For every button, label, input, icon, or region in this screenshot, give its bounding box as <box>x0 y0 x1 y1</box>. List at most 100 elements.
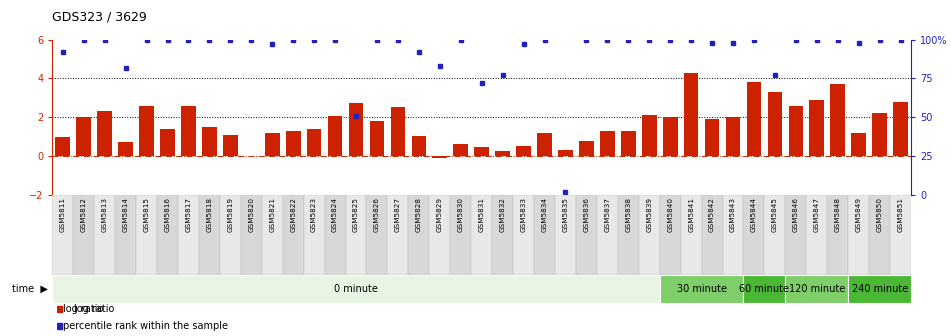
Text: 30 minute: 30 minute <box>676 284 727 294</box>
Bar <box>726 117 741 156</box>
Bar <box>282 195 303 275</box>
Bar <box>765 195 786 275</box>
Text: log ratio: log ratio <box>74 304 114 314</box>
Bar <box>600 131 614 156</box>
Bar <box>579 141 593 156</box>
Text: GSM5846: GSM5846 <box>793 197 799 232</box>
Bar <box>324 195 345 275</box>
Text: GSM5837: GSM5837 <box>604 197 611 232</box>
Bar <box>827 195 848 275</box>
Bar <box>848 195 869 275</box>
Text: 60 minute: 60 minute <box>740 284 789 294</box>
Bar <box>157 195 178 275</box>
Text: 120 minute: 120 minute <box>788 284 844 294</box>
Text: GSM5838: GSM5838 <box>626 197 631 232</box>
Bar <box>848 275 911 303</box>
Bar <box>806 195 827 275</box>
Text: GSM5814: GSM5814 <box>123 197 128 232</box>
Bar <box>723 195 744 275</box>
Bar <box>220 195 241 275</box>
Text: GSM5847: GSM5847 <box>814 197 820 232</box>
Text: GSM5835: GSM5835 <box>562 197 569 232</box>
Text: GSM5851: GSM5851 <box>898 197 903 232</box>
Text: GSM5825: GSM5825 <box>353 197 359 232</box>
Text: GSM5817: GSM5817 <box>185 197 191 232</box>
Bar <box>830 84 845 156</box>
Bar <box>618 195 639 275</box>
Bar <box>809 100 825 156</box>
Text: GSM5834: GSM5834 <box>541 197 548 232</box>
Text: percentile rank within the sample: percentile rank within the sample <box>63 321 228 331</box>
Text: GSM5812: GSM5812 <box>81 197 87 232</box>
Bar <box>555 195 576 275</box>
Text: GSM5845: GSM5845 <box>772 197 778 232</box>
Bar <box>621 131 635 156</box>
Text: GSM5830: GSM5830 <box>457 197 464 232</box>
Bar <box>391 108 405 156</box>
Bar <box>454 144 468 156</box>
Bar <box>534 195 555 275</box>
Bar <box>514 195 534 275</box>
Bar <box>851 133 866 156</box>
Text: GSM5850: GSM5850 <box>877 197 883 232</box>
Bar <box>139 106 154 156</box>
Bar <box>262 195 282 275</box>
Bar <box>115 195 136 275</box>
Bar <box>178 195 199 275</box>
Text: GSM5848: GSM5848 <box>835 197 841 232</box>
Bar <box>495 151 510 156</box>
Bar <box>199 195 220 275</box>
Text: GSM5843: GSM5843 <box>730 197 736 232</box>
Bar <box>576 195 597 275</box>
Text: 240 minute: 240 minute <box>851 284 908 294</box>
Bar <box>475 147 489 156</box>
Text: GSM5829: GSM5829 <box>437 197 443 232</box>
Text: GSM5836: GSM5836 <box>583 197 590 232</box>
Bar <box>328 116 342 156</box>
Text: GSM5840: GSM5840 <box>668 197 673 232</box>
Bar <box>660 275 744 303</box>
Bar <box>471 195 493 275</box>
Text: 0 minute: 0 minute <box>334 284 378 294</box>
Text: GSM5831: GSM5831 <box>478 197 485 232</box>
Text: GSM5839: GSM5839 <box>647 197 652 232</box>
Text: GSM5820: GSM5820 <box>248 197 254 232</box>
Bar <box>744 275 786 303</box>
Bar <box>286 131 301 156</box>
Bar <box>181 106 196 156</box>
Bar <box>412 135 426 156</box>
Text: GSM5826: GSM5826 <box>374 197 380 232</box>
Bar <box>94 195 115 275</box>
Bar <box>684 73 698 156</box>
Bar <box>872 113 887 156</box>
Text: GDS323 / 3629: GDS323 / 3629 <box>52 10 147 23</box>
Bar <box>558 150 573 156</box>
Bar <box>893 102 908 156</box>
Bar <box>52 195 73 275</box>
Bar <box>55 136 70 156</box>
Text: GSM5822: GSM5822 <box>290 197 296 232</box>
Text: GSM5824: GSM5824 <box>332 197 338 232</box>
Bar <box>705 119 719 156</box>
Bar <box>639 195 660 275</box>
Bar <box>118 142 133 156</box>
Bar <box>747 82 762 156</box>
Bar <box>73 195 94 275</box>
Bar <box>681 195 702 275</box>
Text: GSM5821: GSM5821 <box>269 197 275 232</box>
Bar <box>890 195 911 275</box>
Text: GSM5816: GSM5816 <box>165 197 170 232</box>
Bar <box>97 111 112 156</box>
Text: log ratio: log ratio <box>63 304 103 314</box>
Bar <box>307 129 321 156</box>
Text: time  ▶: time ▶ <box>11 284 48 294</box>
Bar <box>869 195 890 275</box>
Bar <box>597 195 618 275</box>
Text: GSM5827: GSM5827 <box>395 197 401 232</box>
Bar <box>450 195 471 275</box>
Bar <box>387 195 408 275</box>
Text: GSM5832: GSM5832 <box>499 197 506 232</box>
Bar <box>663 117 677 156</box>
Text: GSM5811: GSM5811 <box>60 197 66 232</box>
Bar <box>136 195 157 275</box>
